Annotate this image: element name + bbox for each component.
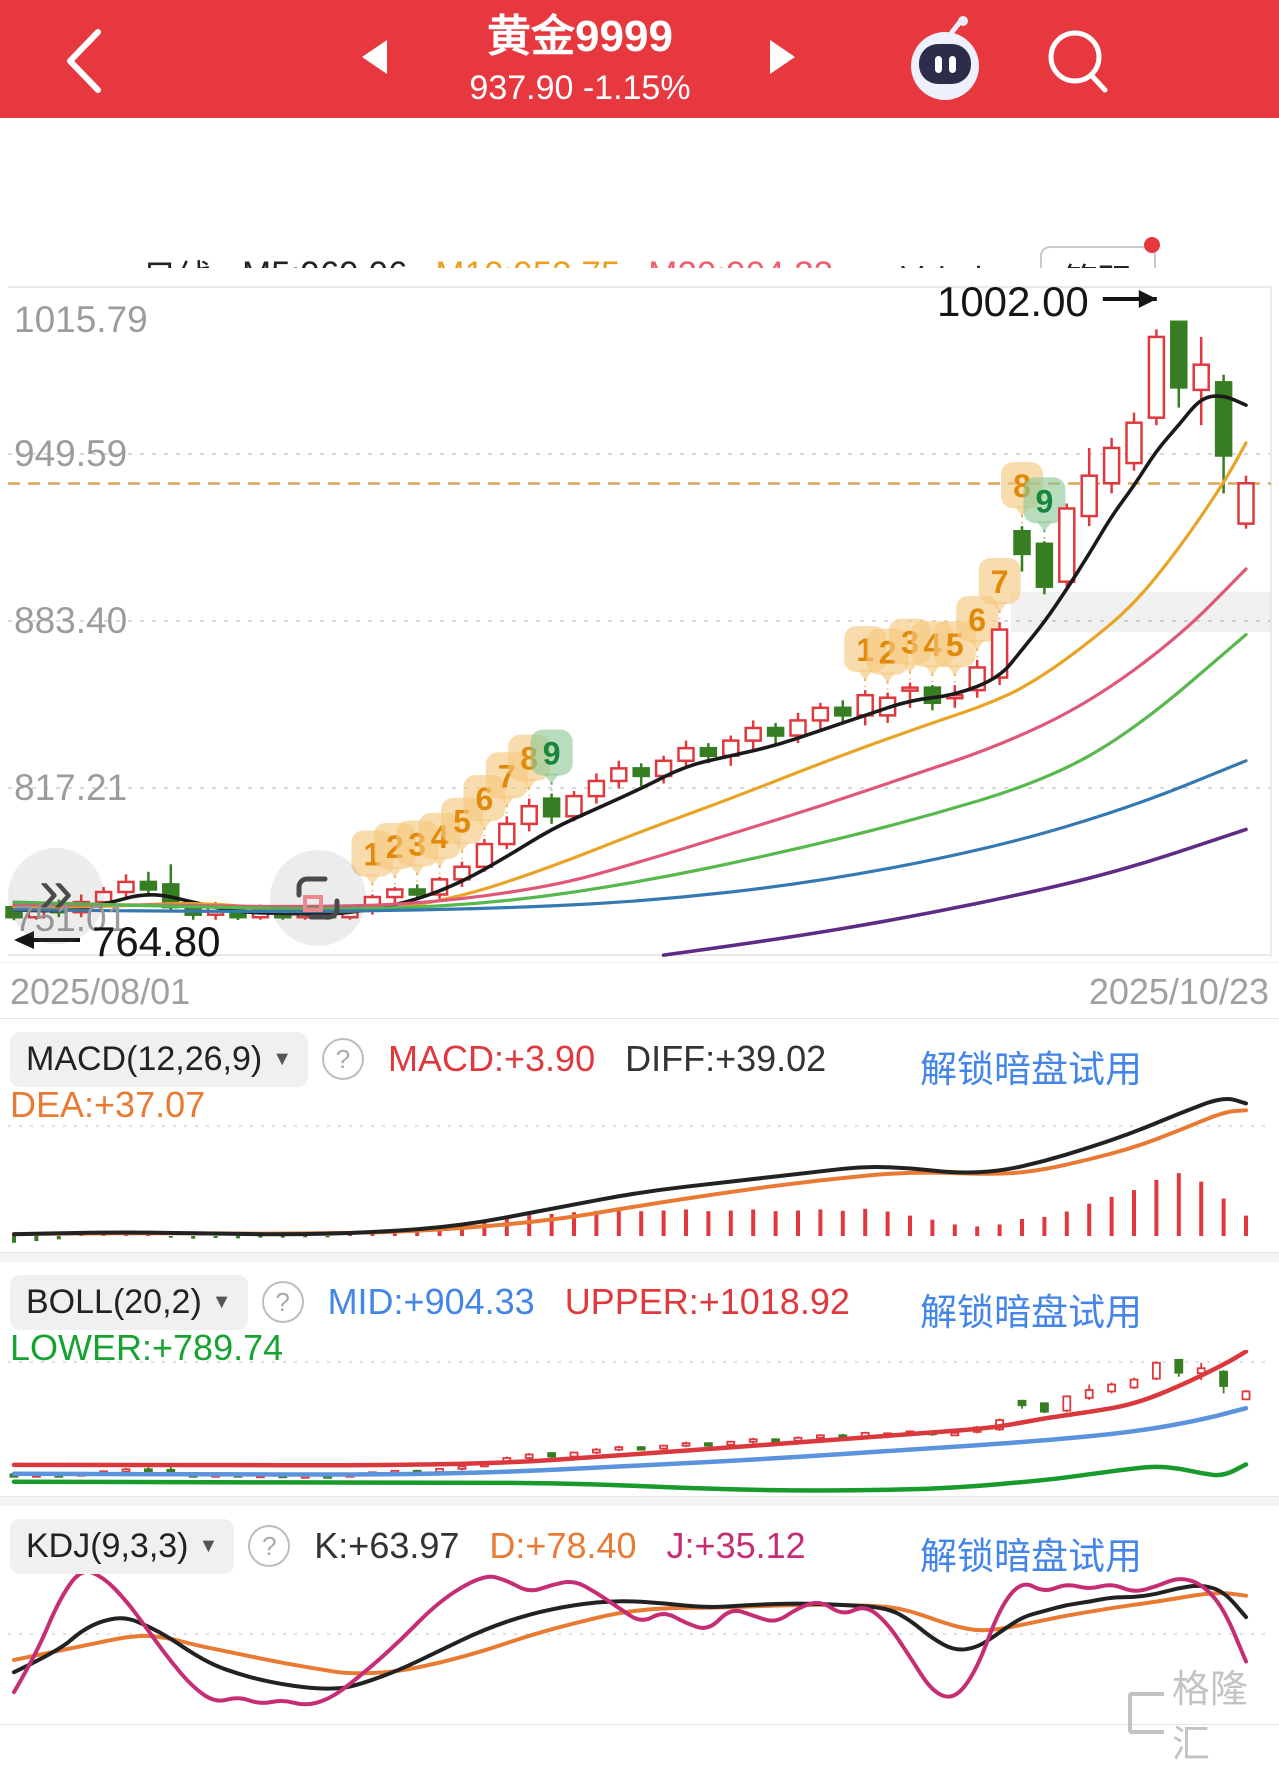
svg-text:883.40: 883.40 bbox=[14, 600, 127, 641]
help-icon[interactable]: ? bbox=[261, 1281, 304, 1323]
indicator-value: LOWER:+789.74 bbox=[10, 1327, 284, 1368]
watermark: 格隆汇 bbox=[1128, 1658, 1279, 1768]
macd-indicator-dropdown[interactable]: MACD(12,26,9) ▼ bbox=[10, 1031, 308, 1087]
date-axis: 2025/08/01 2025/10/23 bbox=[0, 962, 1279, 1017]
svg-text:9: 9 bbox=[543, 736, 561, 772]
boll-indicator-dropdown[interactable]: BOLL(20,2) ▼ bbox=[10, 1274, 248, 1330]
macd-header-row2: DEA:+37.07 bbox=[10, 1081, 205, 1129]
indicator-value: MACD:+3.90 bbox=[388, 1038, 596, 1079]
prev-stock-icon[interactable] bbox=[362, 40, 387, 74]
rotate-screen-button[interactable] bbox=[270, 850, 366, 946]
date-end: 2025/10/23 bbox=[1088, 971, 1269, 1012]
indicator-value: MID:+904.33 bbox=[327, 1281, 535, 1322]
svg-text:764.80: 764.80 bbox=[92, 918, 220, 960]
svg-text:1015.79: 1015.79 bbox=[14, 299, 148, 340]
kdj-panel: KDJ(9,3,3) ▼ ? K:+63.97 D:+78.40 J:+35.12 … bbox=[0, 1506, 1279, 1725]
indicator-value: K:+63.97 bbox=[314, 1525, 460, 1566]
svg-text:6: 6 bbox=[968, 602, 986, 638]
svg-text:9: 9 bbox=[1036, 483, 1054, 519]
assistant-robot-icon[interactable] bbox=[900, 14, 990, 104]
help-icon[interactable]: ? bbox=[322, 1038, 364, 1080]
macd-indicator-name: MACD(12,26,9) bbox=[26, 1039, 263, 1078]
svg-text:949.59: 949.59 bbox=[14, 433, 127, 474]
next-stock-icon[interactable] bbox=[770, 40, 795, 74]
kdj-indicator-name: KDJ(9,3,3) bbox=[26, 1526, 189, 1565]
chevron-down-icon: ▼ bbox=[198, 1534, 219, 1557]
boll-chart[interactable] bbox=[0, 1350, 1279, 1494]
boll-indicator-name: BOLL(20,2) bbox=[26, 1282, 202, 1321]
back-icon[interactable] bbox=[58, 26, 118, 96]
kdj-trial-link[interactable]: 解锁暗盘试用 bbox=[920, 1536, 1142, 1577]
macd-values: MACD:+3.90 DIFF:+39.02 bbox=[388, 1038, 826, 1080]
help-icon[interactable]: ? bbox=[248, 1525, 291, 1567]
fast-forward-button[interactable]: » bbox=[8, 848, 104, 944]
stock-title-block[interactable]: 黄金9999 937.90 -1.15% bbox=[400, 8, 760, 110]
boll-values: MID:+904.33 UPPER:+1018.92 bbox=[328, 1281, 850, 1323]
kdj-values: K:+63.97 D:+78.40 J:+35.12 bbox=[314, 1525, 805, 1567]
app-header: 黄金9999 937.90 -1.15% bbox=[0, 0, 1279, 118]
macd-panel: MACD(12,26,9) ▼ ? MACD:+3.90 DIFF:+39.02 … bbox=[0, 1018, 1279, 1253]
watermark-text: 格隆汇 bbox=[1171, 1669, 1248, 1766]
macd-trial-link[interactable]: 解锁暗盘试用 bbox=[920, 1049, 1142, 1090]
macd-chart[interactable] bbox=[0, 1086, 1279, 1251]
stock-price-change: 937.90 -1.15% bbox=[469, 69, 691, 107]
date-start: 2025/08/01 bbox=[10, 971, 191, 1012]
kdj-header-row1: KDJ(9,3,3) ▼ ? K:+63.97 D:+78.40 J:+35.12 bbox=[10, 1518, 806, 1574]
svg-text:1002.00: 1002.00 bbox=[937, 278, 1089, 325]
macd-header-row1: MACD(12,26,9) ▼ ? MACD:+3.90 DIFF:+39.02 bbox=[10, 1031, 826, 1087]
kdj-indicator-dropdown[interactable]: KDJ(9,3,3) ▼ bbox=[10, 1518, 235, 1574]
rotate-screen-icon bbox=[296, 876, 340, 920]
indicator-value: D:+78.40 bbox=[489, 1525, 637, 1566]
notification-dot bbox=[1144, 237, 1160, 253]
boll-panel: BOLL(20,2) ▼ ? MID:+904.33 UPPER:+1018.92… bbox=[0, 1262, 1279, 1496]
boll-trial-link[interactable]: 解锁暗盘试用 bbox=[920, 1292, 1142, 1333]
indicator-value: J:+35.12 bbox=[666, 1525, 806, 1566]
main-chart-card: 1 2 3 4 5 6 7 8 9 1 2 3 4 5 6 7 8 9 1015.79 949.59 883.40 817… bbox=[0, 268, 1279, 960]
svg-text:7: 7 bbox=[991, 564, 1009, 600]
double-chevron-right-icon: » bbox=[38, 857, 74, 926]
chevron-down-icon: ▼ bbox=[272, 1047, 292, 1070]
indicator-toolbar: 均线 ▼ 日线 M5:969.06M10:953.75M20:904.33 M3… bbox=[0, 118, 1279, 396]
chevron-down-icon: ▼ bbox=[211, 1290, 232, 1313]
search-icon[interactable] bbox=[1042, 24, 1116, 98]
svg-text:817.21: 817.21 bbox=[14, 767, 127, 808]
stock-name: 黄金9999 bbox=[487, 12, 673, 61]
boll-header-row2: LOWER:+789.74 bbox=[10, 1324, 283, 1372]
indicator-value: UPPER:+1018.92 bbox=[564, 1281, 850, 1322]
indicator-value: DIFF:+39.02 bbox=[625, 1038, 827, 1079]
kdj-chart[interactable] bbox=[0, 1555, 1279, 1722]
indicator-value: DEA:+37.07 bbox=[10, 1084, 206, 1125]
boll-header-row1: BOLL(20,2) ▼ ? MID:+904.33 UPPER:+1018.92 bbox=[10, 1274, 850, 1330]
